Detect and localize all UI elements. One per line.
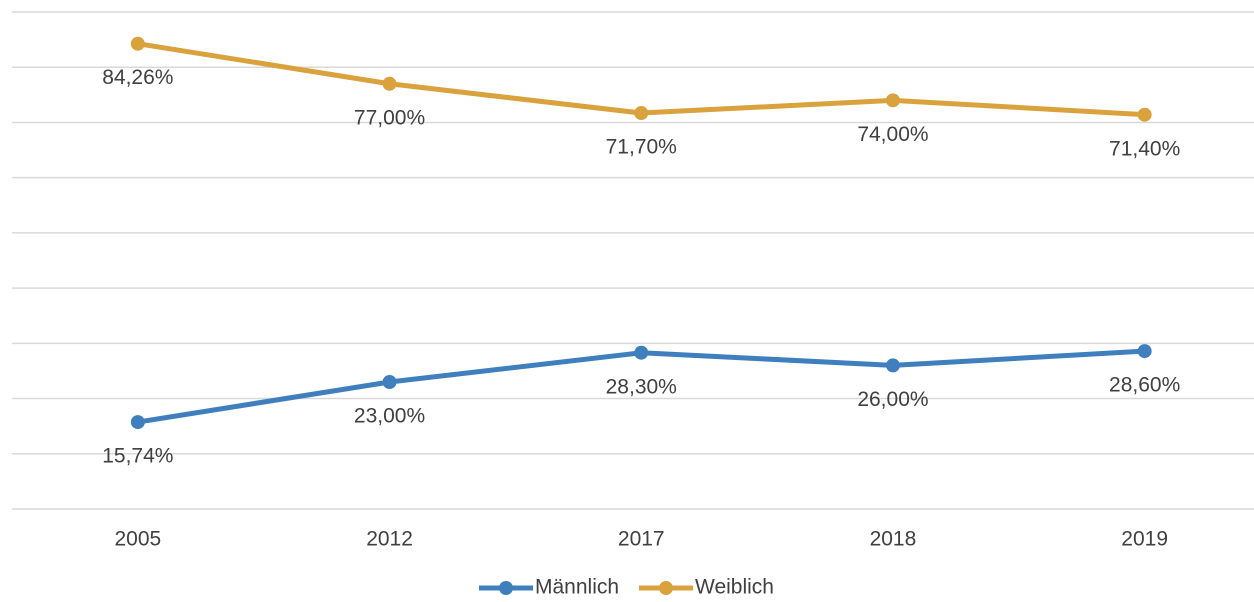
data-label: 15,74% bbox=[102, 445, 173, 468]
data-label: 28,30% bbox=[606, 375, 677, 398]
data-label: 77,00% bbox=[354, 106, 425, 129]
point bbox=[634, 106, 649, 121]
legend-marker bbox=[499, 581, 513, 595]
data-label: 26,00% bbox=[857, 388, 928, 411]
data-label: 71,70% bbox=[606, 136, 677, 159]
data-label: 71,40% bbox=[1109, 137, 1180, 160]
point bbox=[1137, 107, 1152, 122]
point bbox=[382, 374, 397, 389]
x-tick-label: 2019 bbox=[1121, 528, 1168, 551]
point bbox=[634, 345, 649, 360]
x-tick-label: 2017 bbox=[618, 528, 665, 551]
series-line bbox=[137, 41, 1145, 118]
legend-marker bbox=[659, 581, 673, 595]
point bbox=[382, 76, 397, 91]
legend-label: Weiblich bbox=[695, 576, 774, 599]
point bbox=[1137, 344, 1152, 359]
x-tick-label: 2005 bbox=[114, 528, 161, 551]
data-label: 23,00% bbox=[354, 405, 425, 428]
point bbox=[130, 415, 145, 430]
data-label: 84,26% bbox=[102, 66, 173, 89]
data-label: 74,00% bbox=[857, 123, 928, 146]
point bbox=[885, 93, 900, 108]
point bbox=[885, 358, 900, 373]
x-tick-label: 2018 bbox=[870, 528, 917, 551]
point bbox=[130, 36, 145, 51]
legend-label: Männlich bbox=[535, 576, 619, 599]
data-label: 28,60% bbox=[1109, 374, 1180, 397]
x-tick-label: 2012 bbox=[366, 528, 413, 551]
